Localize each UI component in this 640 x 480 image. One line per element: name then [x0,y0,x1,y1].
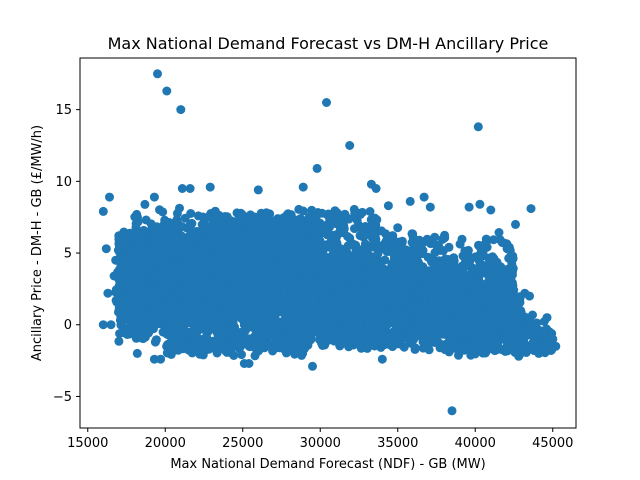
data-point [279,287,289,297]
data-point [140,332,150,342]
data-point [130,212,140,222]
data-point [177,222,187,232]
data-point [249,277,259,287]
data-point [244,259,254,269]
data-point [340,250,350,260]
data-point [372,240,382,250]
data-point [286,288,296,298]
data-point [246,297,256,307]
data-point [151,228,161,238]
data-point [271,324,281,334]
data-point [244,322,254,332]
data-point [208,322,218,332]
data-point [158,289,168,298]
data-point [194,316,204,326]
data-point [209,261,219,271]
data-point [285,255,295,265]
chart-title: Max National Demand Forecast vs DM-H Anc… [108,34,549,53]
data-point [184,240,194,250]
data-point [164,218,174,227]
data-point [348,239,358,249]
data-point [211,297,220,307]
data-point [253,322,263,332]
data-point [392,241,402,251]
data-point [362,248,372,258]
data-point [209,314,219,324]
data-point [305,257,315,266]
data-point [238,252,248,262]
data-point [159,261,168,271]
data-point [150,337,160,347]
data-point [265,266,274,276]
data-point [158,280,168,290]
data-point [393,223,403,233]
data-point [382,247,392,256]
data-point [282,277,292,287]
data-point [202,271,212,281]
data-point [305,286,315,296]
data-point [240,278,249,288]
data-point [269,282,279,292]
data-point [156,248,166,258]
data-point [223,261,233,271]
data-point [185,285,195,295]
data-point [187,218,197,228]
data-point [387,233,397,243]
data-point [306,309,316,319]
data-point [173,264,183,274]
data-point [192,227,202,236]
data-point [193,289,203,299]
data-points [98,69,561,416]
data-point [280,315,290,325]
data-point [243,314,253,324]
data-point [261,321,271,331]
data-point [168,247,178,257]
data-point [175,203,184,213]
data-point [158,207,168,217]
data-point [309,246,319,256]
data-point [228,312,238,322]
data-point [294,243,304,253]
data-point [270,307,279,317]
data-point [220,269,230,279]
data-point [186,257,196,267]
data-point [114,336,124,346]
data-point [198,303,208,313]
data-point [212,286,222,296]
data-point [246,288,256,298]
data-point [222,301,232,311]
data-point [153,310,163,320]
data-point [193,277,202,287]
data-point [190,249,200,259]
data-point [212,250,222,260]
data-point [193,269,203,279]
data-point [259,302,269,312]
data-point [281,298,291,308]
data-point [150,272,160,282]
data-point [140,199,150,209]
data-point [168,298,178,308]
data-point [181,297,191,307]
data-point [185,274,195,284]
data-point [222,291,232,301]
data-point [275,247,285,257]
data-point [284,263,294,273]
data-point [236,262,246,272]
data-point [267,294,277,304]
data-point [200,238,210,248]
data-point [286,237,295,246]
data-point [304,272,314,282]
data-point [144,256,154,266]
